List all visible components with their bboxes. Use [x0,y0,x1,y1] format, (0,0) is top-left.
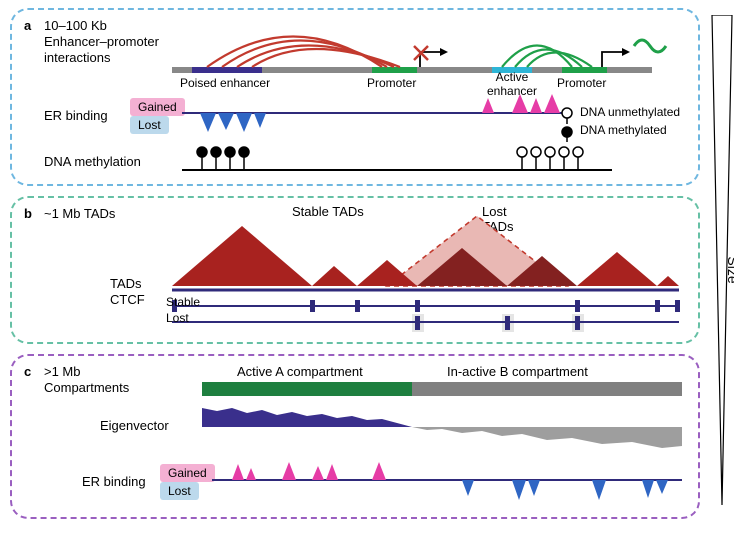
gained-tag-c: Gained [160,464,215,482]
gained-tag-a: Gained [130,98,185,116]
size-axis: Size [710,15,734,505]
lost-tag-a: Lost [130,116,169,134]
er-binding-track-c [212,458,682,502]
ctcf-row-label: CTCF [110,292,145,307]
dna-meth-track [182,138,612,176]
er-binding-track-a [182,94,562,132]
panel-b-title1: ~1 Mb TADs [44,206,115,221]
ctcf-lost-label: Lost [166,311,189,325]
panel-a-title3: interactions [44,50,110,65]
lost-tag-c: Lost [160,482,199,500]
poised-enhancer-label: Poised enhancer [180,76,270,90]
panel-a-id: a [24,18,31,33]
eigenvector-track [202,402,682,452]
dna-meth-label: DNA methylation [44,154,141,169]
promoter2-label: Promoter [557,76,606,90]
panel-c-title2: Compartments [44,380,129,395]
er-binding-label-c: ER binding [82,474,146,489]
tads-svg [162,212,682,334]
ctcf-stable-label: Stable [166,295,200,309]
meth-legend-label: DNA methylated [580,123,667,137]
panel-c-id: c [24,364,31,379]
panel-c: c >1 Mb Compartments Active A compartmen… [10,354,700,519]
compartment-bars [202,382,682,400]
size-label: Size [725,256,734,283]
panel-a: a 10–100 Kb Enhancer–promoter interactio… [10,8,700,186]
promoter1-label: Promoter [367,76,416,90]
active-comp-label: Active A compartment [237,364,363,379]
unmeth-legend-label: DNA unmethylated [580,105,680,119]
panel-b: b ~1 Mb TADs Stable TADs Lost TADs TADs … [10,196,700,344]
meth-legend [557,106,577,142]
tads-row-label: TADs [110,276,142,291]
panel-a-title1: 10–100 Kb [44,18,107,33]
panel-a-title2: Enhancer–promoter [44,34,159,49]
inactive-comp-label: In-active B compartment [447,364,588,379]
panel-b-id: b [24,206,32,221]
panel-c-title1: >1 Mb [44,364,81,379]
eigenvector-label: Eigenvector [100,418,169,433]
er-binding-label-a: ER binding [44,108,108,123]
